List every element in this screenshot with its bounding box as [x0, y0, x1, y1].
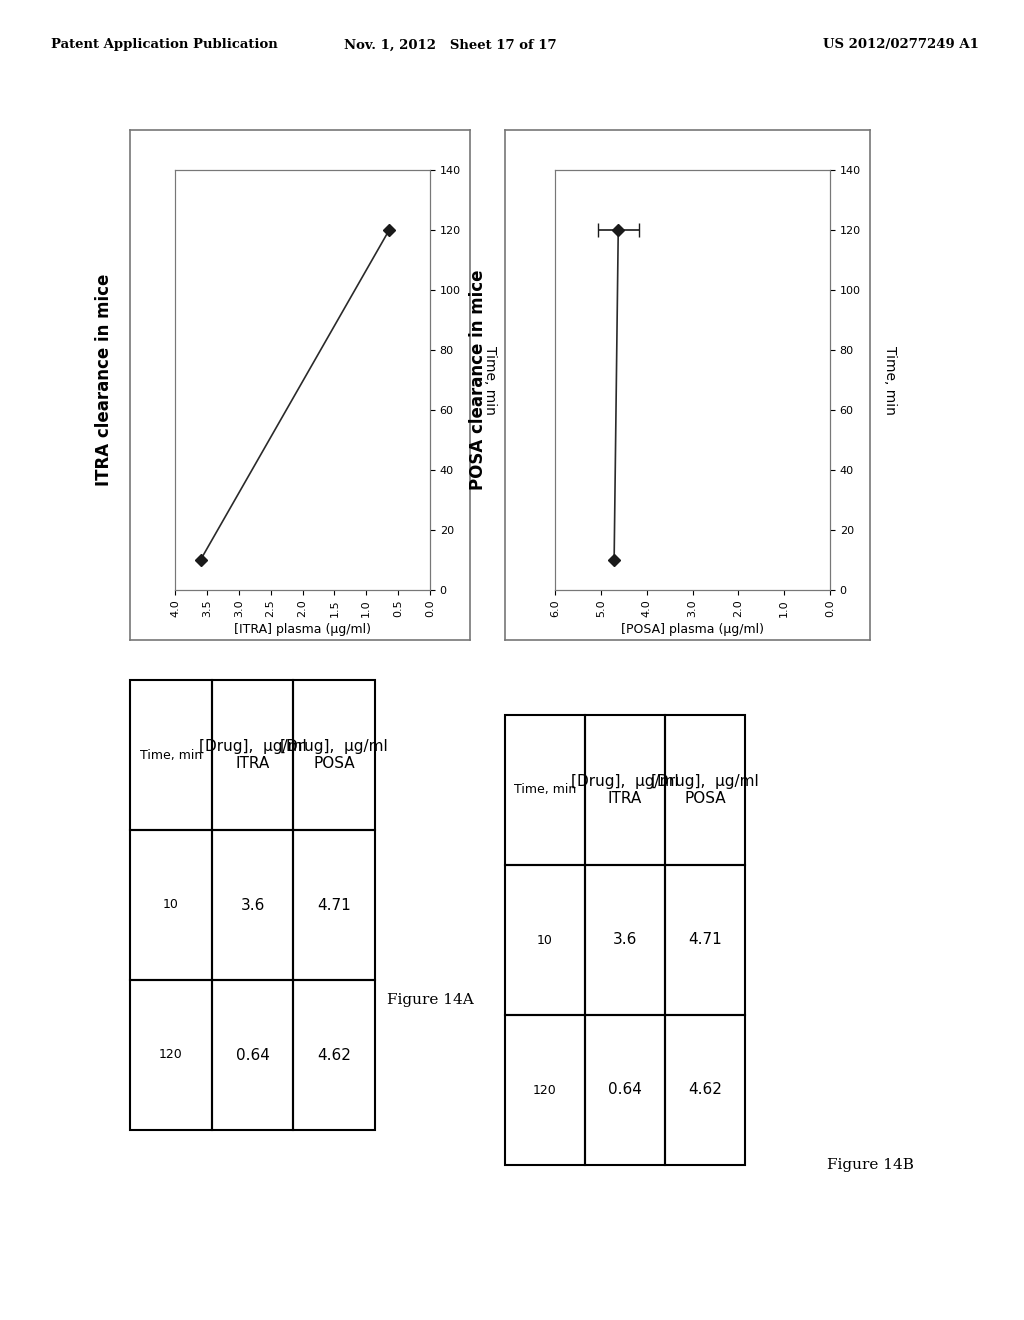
Text: [Drug],  µg/ml
ITRA: [Drug], µg/ml ITRA — [571, 774, 679, 807]
Bar — [665, 865, 745, 1015]
Text: 3.6: 3.6 — [612, 932, 637, 948]
Bar — [505, 865, 585, 1015]
Bar — [665, 715, 745, 865]
Text: 120: 120 — [534, 1084, 557, 1097]
Y-axis label: Time, min: Time, min — [883, 346, 897, 414]
Bar — [505, 1015, 585, 1166]
Text: ITRA clearance in mice: ITRA clearance in mice — [94, 273, 113, 486]
X-axis label: [ITRA] plasma (µg/ml): [ITRA] plasma (µg/ml) — [234, 623, 371, 636]
Bar — [212, 680, 293, 830]
Bar — [505, 715, 585, 865]
Text: [Drug],  µg/ml
POSA: [Drug], µg/ml POSA — [651, 774, 759, 807]
Bar — [665, 1015, 745, 1166]
Bar — [293, 979, 375, 1130]
X-axis label: [POSA] plasma (µg/ml): [POSA] plasma (µg/ml) — [621, 623, 764, 636]
Text: 3.6: 3.6 — [241, 898, 264, 912]
Bar — [130, 830, 212, 979]
Text: Figure 14A: Figure 14A — [387, 993, 473, 1007]
Text: 4.62: 4.62 — [688, 1082, 722, 1097]
Text: Time, min: Time, min — [514, 784, 577, 796]
Text: Figure 14B: Figure 14B — [826, 1158, 913, 1172]
Text: 10: 10 — [537, 933, 553, 946]
Text: 0.64: 0.64 — [236, 1048, 269, 1063]
Text: POSA clearance in mice: POSA clearance in mice — [469, 269, 487, 490]
Text: 0.64: 0.64 — [608, 1082, 642, 1097]
Text: 4.71: 4.71 — [317, 898, 351, 912]
Bar — [212, 830, 293, 979]
Text: Time, min: Time, min — [139, 748, 202, 762]
Bar — [130, 979, 212, 1130]
Bar — [212, 979, 293, 1130]
Text: Patent Application Publication: Patent Application Publication — [51, 38, 278, 51]
Text: 4.71: 4.71 — [688, 932, 722, 948]
Text: [Drug],  µg/ml
ITRA: [Drug], µg/ml ITRA — [199, 739, 306, 771]
Bar — [585, 715, 665, 865]
Y-axis label: Time, min: Time, min — [483, 346, 497, 414]
Bar — [293, 680, 375, 830]
Bar — [585, 1015, 665, 1166]
Bar — [293, 830, 375, 979]
Text: [Drug],  µg/ml
POSA: [Drug], µg/ml POSA — [281, 739, 388, 771]
Text: 4.62: 4.62 — [317, 1048, 351, 1063]
Bar — [585, 865, 665, 1015]
Bar — [130, 680, 212, 830]
Text: Nov. 1, 2012   Sheet 17 of 17: Nov. 1, 2012 Sheet 17 of 17 — [344, 38, 557, 51]
Text: 10: 10 — [163, 899, 179, 912]
Text: 120: 120 — [159, 1048, 182, 1061]
Text: US 2012/0277249 A1: US 2012/0277249 A1 — [823, 38, 979, 51]
